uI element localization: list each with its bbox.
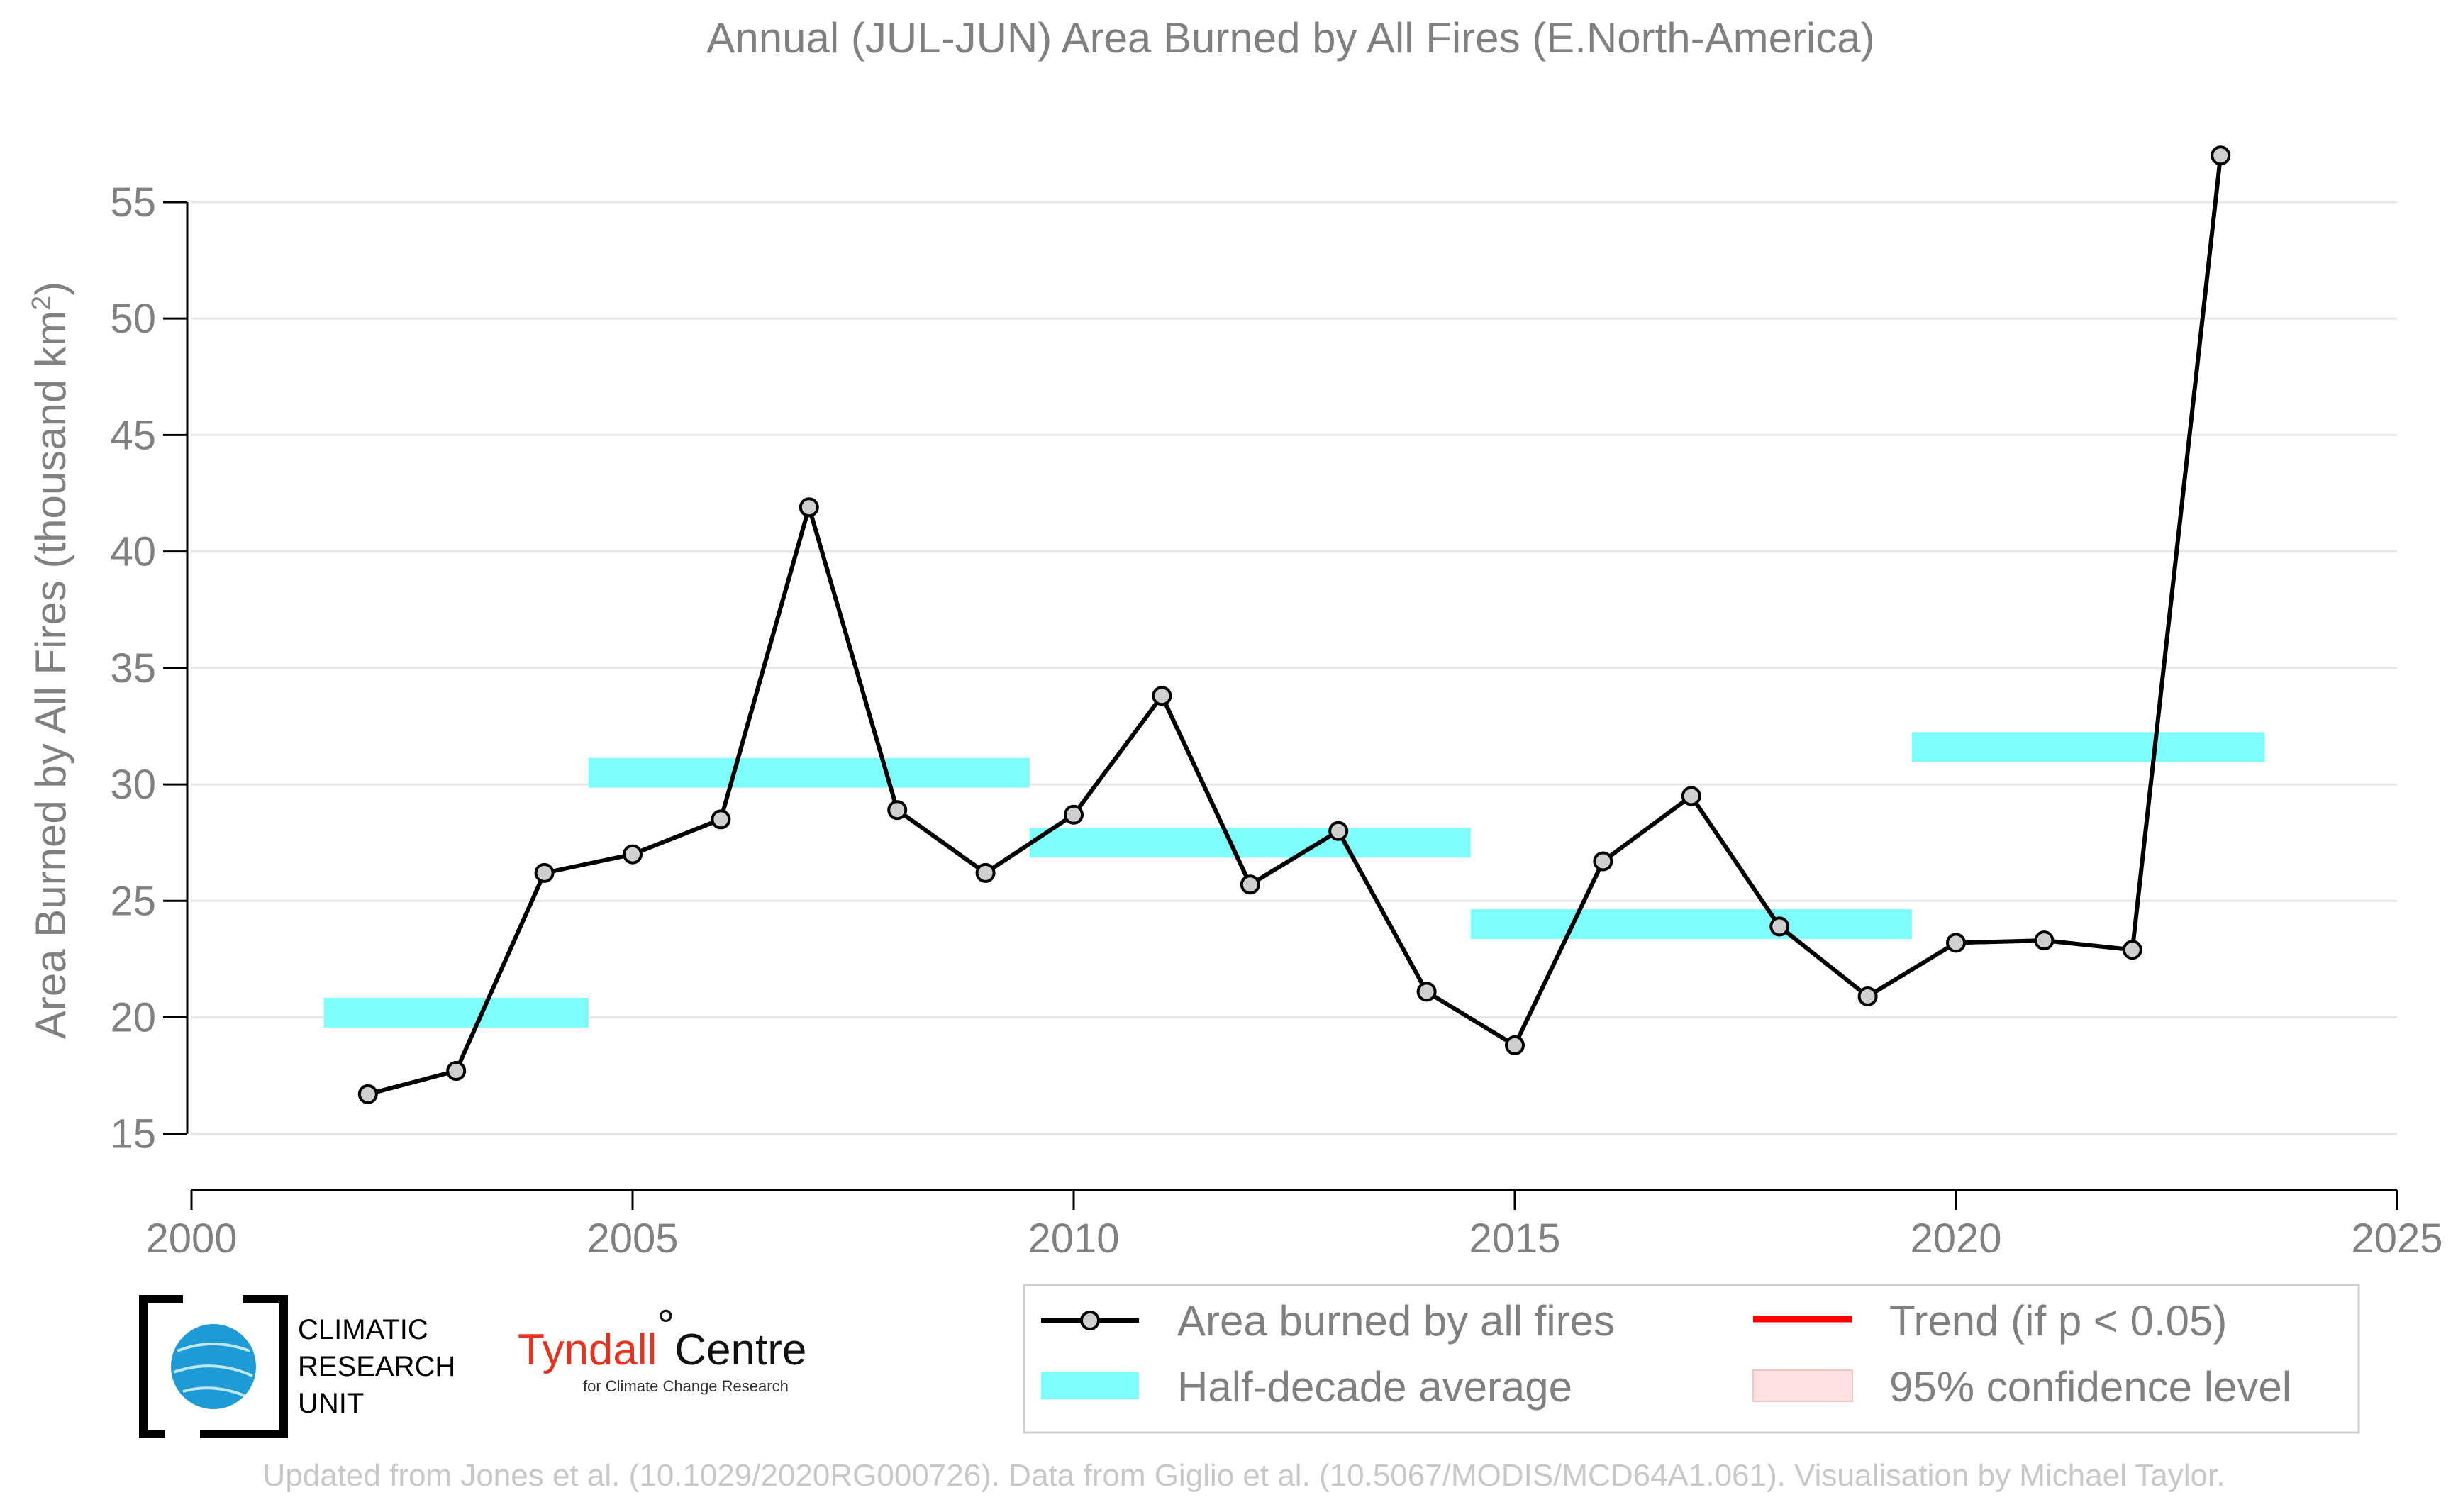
legend-confidence-swatch xyxy=(1752,1369,1853,1402)
half-decade-band xyxy=(588,757,1030,788)
half-decade-band xyxy=(1911,732,2265,762)
data-point xyxy=(799,497,819,518)
y-tick-label: 35 xyxy=(110,645,156,691)
x-tick-label: 2010 xyxy=(1028,1216,1119,1262)
data-point xyxy=(975,862,996,883)
data-point xyxy=(446,1061,467,1082)
half-decade-band xyxy=(323,997,589,1028)
data-point xyxy=(1505,1035,1525,1055)
legend: Area burned by all fires Trend (if p < 0… xyxy=(1023,1284,2360,1434)
data-point xyxy=(1946,933,1966,953)
half-decade-band xyxy=(1470,909,1912,940)
y-axis-label: Area Burned by All Fires (thousand km2) xyxy=(27,282,74,1039)
legend-label-confidence: 95% confidence level xyxy=(1889,1363,2291,1411)
x-tick-label: 2015 xyxy=(1469,1216,1560,1262)
legend-box xyxy=(1023,1284,2360,1434)
data-point xyxy=(1416,982,1437,1002)
data-point xyxy=(1064,804,1084,825)
chart-title: Annual (JUL-JUN) Area Burned by All Fire… xyxy=(706,14,1874,62)
cru-bracket-right xyxy=(200,1295,288,1438)
x-tick-label: 2020 xyxy=(1910,1216,2001,1262)
tyndall-logo: Tyndall°Centre for Climate Change Resear… xyxy=(518,1301,806,1396)
tyndall-subtitle: for Climate Change Research xyxy=(583,1377,789,1395)
series-markers xyxy=(357,145,2231,1104)
data-point xyxy=(1681,786,1701,806)
legend-label-trend: Trend (if p < 0.05) xyxy=(1889,1297,2227,1345)
area-burned-line xyxy=(367,155,2223,1096)
cru-logo: CLIMATIC RESEARCH UNIT xyxy=(139,1295,455,1438)
y-tick-label: 55 xyxy=(110,179,156,226)
data-point xyxy=(1593,851,1613,872)
y-tick-label: 25 xyxy=(110,878,156,924)
y-tick-label: 45 xyxy=(110,412,156,458)
data-point xyxy=(1857,986,1878,1006)
grid-lines xyxy=(191,201,2397,1135)
cru-text-line-3: UNIT xyxy=(298,1388,364,1419)
cru-text-line-1: CLIMATIC xyxy=(298,1314,428,1345)
legend-half-decade-swatch xyxy=(1041,1372,1139,1399)
x-tick-label: 2005 xyxy=(586,1216,678,1262)
data-point xyxy=(623,844,643,865)
data-point xyxy=(2211,145,2231,166)
data-point xyxy=(1328,821,1349,841)
y-tick-label: 15 xyxy=(110,1111,156,1157)
data-point xyxy=(1769,916,1790,937)
tyndall-wordmark: Tyndall°Centre xyxy=(518,1301,806,1375)
data-point xyxy=(534,862,555,883)
data-point xyxy=(2034,930,2055,951)
cru-text-line-2: RESEARCH xyxy=(298,1351,455,1382)
footer-credit: Updated from Jones et al. (10.1029/2020R… xyxy=(263,1458,2225,1493)
data-point xyxy=(2122,940,2142,960)
y-tick-label: 30 xyxy=(110,762,156,808)
legend-label-half-decade: Half-decade average xyxy=(1177,1363,1572,1411)
data-point xyxy=(1152,686,1172,706)
cru-bracket-left xyxy=(139,1295,183,1438)
data-point xyxy=(1240,874,1260,895)
y-tick-label: 20 xyxy=(110,995,156,1041)
half-decade-band xyxy=(1029,828,1471,858)
data-point xyxy=(357,1084,378,1104)
data-point xyxy=(711,809,731,830)
x-tick-label: 2025 xyxy=(2351,1216,2442,1262)
y-tick-label: 40 xyxy=(110,529,156,575)
x-tick-label: 2000 xyxy=(145,1216,237,1262)
series-line-layer xyxy=(367,155,2223,1096)
data-point xyxy=(887,800,908,821)
legend-label-area-burned: Area burned by all fires xyxy=(1177,1297,1615,1345)
legend-marker-icon xyxy=(1080,1311,1100,1330)
half-decade-bands xyxy=(323,732,2265,1028)
y-tick-label: 50 xyxy=(110,296,156,342)
